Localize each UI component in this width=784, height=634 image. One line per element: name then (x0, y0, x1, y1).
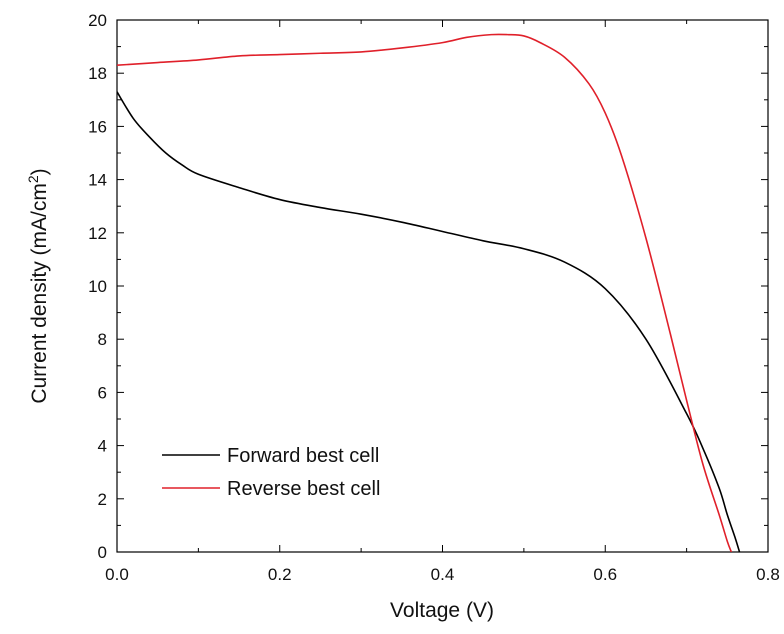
legend-label-reverse: Reverse best cell (227, 478, 380, 500)
y-tick-label: 4 (98, 437, 107, 456)
x-axis-title: Voltage (V) (390, 599, 494, 622)
legend-label-forward: Forward best cell (227, 445, 379, 467)
y-tick-label: 18 (88, 64, 107, 83)
series-line-reverse (117, 34, 731, 552)
plot-frame (117, 20, 768, 552)
y-tick-label: 12 (88, 224, 107, 243)
x-tick-label: 0.6 (593, 565, 617, 584)
legend: Forward best cell Reverse best cell (162, 445, 380, 500)
y-tick-label: 14 (88, 171, 107, 190)
y-tick-label: 20 (88, 11, 107, 30)
y-axis-title-tail: ) (28, 168, 51, 175)
x-tick-label: 0.2 (268, 565, 292, 584)
y-tick-label: 0 (98, 543, 107, 562)
x-tick-label: 0.8 (756, 565, 780, 584)
y-tick-label: 8 (98, 330, 107, 349)
y-axis-title: Current density (mA/cm2) (25, 168, 51, 403)
axis-ticks: 0.0 0.2 0.4 0.6 0.8 0 2 4 6 8 10 12 14 16 18 20 (88, 11, 780, 584)
y-tick-label: 16 (88, 117, 107, 136)
series-lines (117, 34, 740, 552)
y-axis-title-sup: 2 (25, 175, 41, 183)
y-tick-label: 2 (98, 490, 107, 509)
y-tick-label: 10 (88, 277, 107, 296)
y-tick-label: 6 (98, 383, 107, 402)
series-line-forward (117, 92, 740, 552)
x-tick-label: 0.0 (105, 565, 129, 584)
y-axis-title-main: Current density (mA/cm (28, 183, 51, 404)
x-tick-label: 0.4 (431, 565, 455, 584)
